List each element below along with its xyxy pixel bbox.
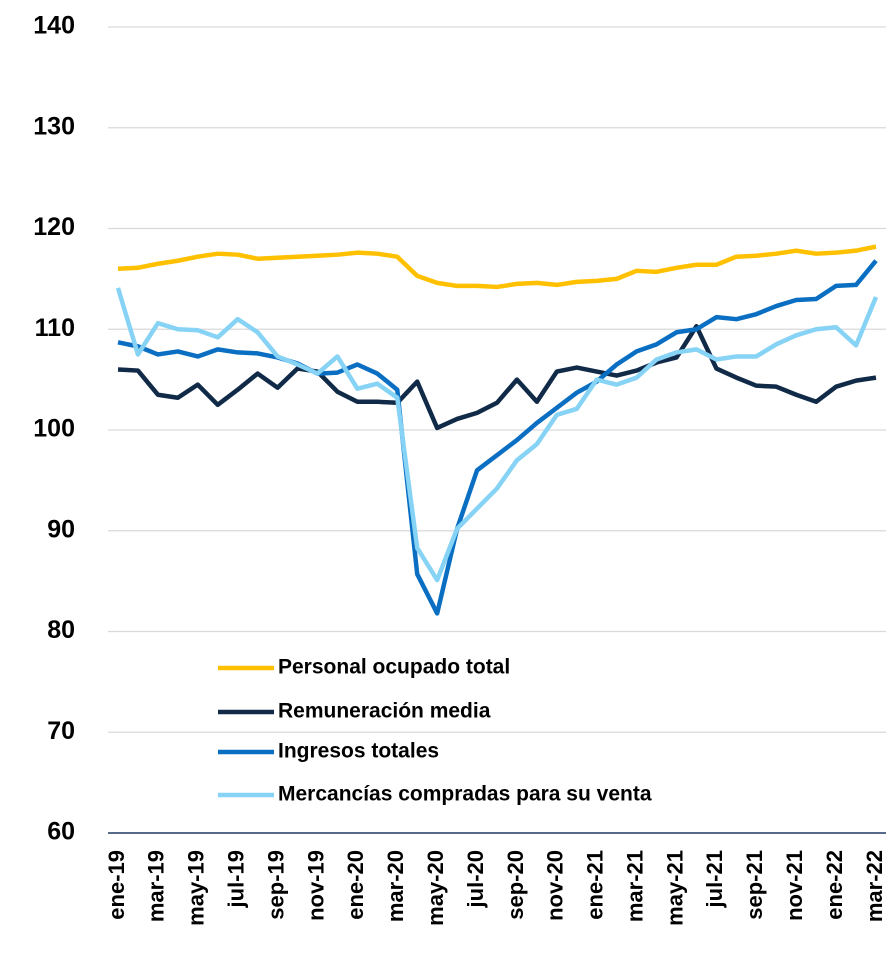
x-tick-label: ene-21	[583, 850, 608, 920]
y-tick-label: 130	[33, 112, 75, 140]
legend-label: Remuneración media	[278, 700, 491, 723]
x-tick-label: jul-20	[463, 850, 488, 908]
x-tick-label: may-21	[662, 850, 687, 926]
x-tick-label: sep-20	[503, 850, 528, 920]
y-tick-label: 120	[33, 213, 75, 241]
y-tick-label: 70	[47, 717, 75, 745]
x-tick-label: nov-21	[782, 850, 807, 921]
y-tick-label: 90	[47, 515, 75, 543]
series-line	[115, 287, 879, 583]
y-tick-label: 110	[35, 314, 75, 342]
x-tick-label: mar-19	[144, 850, 169, 922]
x-tick-label: mar-21	[622, 850, 647, 922]
legend-label: Ingresos totales	[278, 740, 439, 763]
x-tick-label: nov-19	[303, 850, 328, 921]
y-tick-label: 100	[33, 415, 75, 443]
x-tick-label: may-20	[423, 850, 448, 926]
x-tick-label: ene-19	[104, 850, 129, 920]
x-tick-label: ene-22	[822, 850, 847, 920]
x-tick-label: sep-19	[263, 850, 288, 920]
series-line	[117, 323, 877, 431]
y-tick-label: 60	[47, 818, 75, 846]
x-tick-label: jul-19	[223, 850, 248, 908]
x-tick-label: mar-20	[383, 850, 408, 922]
x-tick-label: nov-20	[543, 850, 568, 921]
series-line	[117, 244, 877, 290]
legend-label: Mercancías compradas para su venta	[278, 783, 652, 806]
x-tick-label: jul-21	[702, 850, 727, 908]
x-tick-label: sep-21	[742, 850, 767, 920]
x-tick-label: mar-22	[862, 850, 887, 922]
series-line	[117, 259, 878, 616]
y-tick-label: 80	[47, 616, 75, 644]
legend-label: Personal ocupado total	[278, 656, 510, 679]
x-tick-label: may-19	[184, 850, 209, 926]
x-tick-label: ene-20	[343, 850, 368, 920]
y-tick-label: 140	[33, 12, 75, 40]
